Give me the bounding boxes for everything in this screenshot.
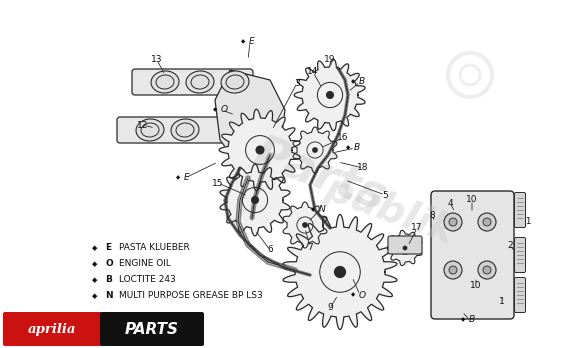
Circle shape (478, 261, 496, 279)
Polygon shape (215, 70, 285, 165)
Text: 1: 1 (499, 298, 505, 307)
Text: B: B (359, 78, 365, 87)
Text: ◆: ◆ (176, 175, 180, 181)
Text: 15: 15 (212, 179, 224, 188)
FancyBboxPatch shape (515, 237, 526, 272)
Text: ◆: ◆ (213, 108, 217, 112)
Polygon shape (283, 214, 397, 330)
Ellipse shape (151, 71, 179, 93)
Ellipse shape (171, 119, 199, 141)
Circle shape (404, 246, 406, 250)
Text: O: O (359, 291, 365, 300)
Circle shape (483, 266, 491, 274)
Text: 16: 16 (337, 134, 349, 142)
Circle shape (327, 92, 333, 98)
Text: O: O (105, 260, 113, 269)
Text: LOCTITE 243: LOCTITE 243 (119, 276, 176, 285)
Circle shape (483, 218, 491, 226)
Text: ◆: ◆ (92, 293, 97, 299)
Ellipse shape (186, 71, 214, 93)
Text: PARTS: PARTS (125, 322, 179, 337)
Text: 17: 17 (411, 223, 423, 232)
Text: MULTI PURPOSE GREASE BP LS3: MULTI PURPOSE GREASE BP LS3 (119, 292, 263, 301)
Ellipse shape (136, 119, 164, 141)
Text: 13: 13 (151, 55, 163, 64)
Polygon shape (283, 202, 327, 248)
Text: 10: 10 (470, 280, 482, 290)
Text: 2: 2 (507, 240, 513, 250)
Text: ◆: ◆ (351, 79, 355, 85)
Text: 5: 5 (382, 190, 388, 199)
Text: ◆: ◆ (92, 245, 97, 251)
Text: E: E (105, 244, 111, 253)
Circle shape (444, 213, 462, 231)
Text: 12: 12 (137, 120, 149, 129)
Text: 18: 18 (357, 164, 369, 173)
Text: 7: 7 (307, 243, 313, 252)
Circle shape (256, 146, 264, 154)
Ellipse shape (221, 71, 249, 93)
FancyBboxPatch shape (100, 312, 204, 346)
Text: N: N (319, 206, 325, 214)
FancyBboxPatch shape (388, 236, 422, 254)
Text: ◆: ◆ (92, 261, 97, 267)
Text: 10: 10 (466, 196, 478, 205)
Text: Parts: Parts (248, 130, 392, 220)
Circle shape (444, 261, 462, 279)
Text: 9: 9 (327, 303, 333, 313)
Text: N: N (105, 292, 113, 301)
Circle shape (478, 213, 496, 231)
Text: ◆: ◆ (461, 317, 465, 323)
Text: O: O (221, 105, 227, 114)
Polygon shape (220, 164, 290, 236)
Text: PASTA KLUEBER: PASTA KLUEBER (119, 244, 190, 253)
FancyBboxPatch shape (515, 277, 526, 313)
Text: ENGINE OIL: ENGINE OIL (119, 260, 171, 269)
Text: 8: 8 (429, 211, 435, 220)
Polygon shape (293, 127, 337, 173)
Text: publik: publik (320, 169, 461, 251)
Text: B: B (354, 143, 360, 152)
Text: B: B (469, 316, 475, 324)
FancyBboxPatch shape (431, 191, 514, 319)
Text: ◆: ◆ (346, 145, 350, 150)
Text: 4: 4 (447, 198, 453, 207)
FancyBboxPatch shape (3, 312, 102, 346)
Text: E: E (184, 174, 190, 182)
Text: 11: 11 (521, 218, 533, 227)
Text: 6: 6 (267, 245, 273, 254)
Polygon shape (219, 109, 300, 191)
Text: 14: 14 (307, 68, 319, 77)
Circle shape (449, 218, 457, 226)
FancyBboxPatch shape (117, 117, 228, 143)
Text: E: E (249, 38, 255, 47)
FancyBboxPatch shape (132, 69, 253, 95)
Circle shape (251, 197, 258, 203)
FancyBboxPatch shape (515, 192, 526, 228)
Text: ◆: ◆ (241, 40, 245, 45)
Text: 3: 3 (294, 79, 300, 87)
Circle shape (335, 267, 345, 277)
Circle shape (449, 266, 457, 274)
Text: ◆: ◆ (351, 293, 355, 298)
Text: ◆: ◆ (311, 207, 315, 213)
Text: 19: 19 (324, 55, 336, 64)
Text: B: B (105, 276, 112, 285)
Text: ◆: ◆ (92, 277, 97, 283)
Circle shape (313, 148, 317, 152)
Circle shape (303, 223, 307, 227)
Text: aprilia: aprilia (28, 323, 76, 335)
Polygon shape (294, 60, 365, 130)
Polygon shape (387, 230, 422, 266)
